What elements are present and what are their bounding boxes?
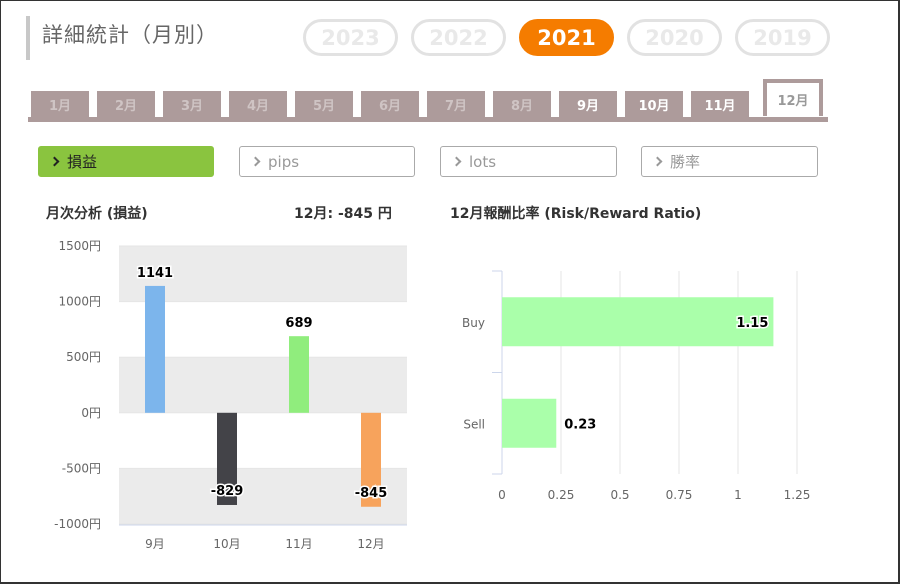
year-tab-2019[interactable]: 2019 [735,19,830,56]
y-tick-label: 500円 [66,350,101,364]
plot-band [119,468,407,524]
month-tabs: 1月 2月 3月 4月 5月 6月 7月 8月 9月 10月 11月 12月 [28,79,828,122]
month-tab-9[interactable]: 9月 [559,91,617,117]
filter-winrate-button[interactable]: 勝率 [641,146,818,177]
filter-label: 損益 [67,153,98,171]
filter-label: lots [469,152,497,171]
plot-band [119,357,407,413]
x-tick-label: 9月 [145,537,165,551]
x-tick-label: 0 [498,488,506,502]
filter-pips-button[interactable]: pips [239,146,415,177]
bar-2 [217,412,237,505]
page-title: 詳細統計（月別） [42,23,218,47]
filter-lots-button[interactable]: lots [440,146,617,177]
year-selector: 2023 2022 2021 2020 2019 [303,19,843,56]
data-label: 689 [285,316,312,331]
month-tabs-baseline [28,117,828,122]
y-tick-label: 1500円 [58,239,101,253]
y-tick-label: -1000円 [54,517,101,531]
y-tick-label: -500円 [62,461,101,475]
month-tab-1[interactable]: 1月 [31,91,89,117]
year-tab-2021[interactable]: 2021 [519,19,614,56]
month-tab-5[interactable]: 5月 [295,91,353,117]
month-tab-7[interactable]: 7月 [427,91,485,117]
y-tick-label: 1000円 [58,295,101,309]
month-tab-4[interactable]: 4月 [229,91,287,117]
x-tick-label: 0.5 [610,488,629,502]
filter-label: 勝率 [670,153,701,171]
x-tick-label: 0.25 [548,488,575,502]
y-category-label: Sell [463,417,485,431]
month-tab-12[interactable]: 12月 [763,79,823,116]
bar-3 [289,336,309,413]
bar-1 [145,285,165,413]
year-tab-2022[interactable]: 2022 [411,19,506,56]
month-tab-6[interactable]: 6月 [361,91,419,117]
month-tab-3[interactable]: 3月 [163,91,221,117]
page-header: 詳細統計（月別） [26,16,218,60]
monthly-chart-title: 月次分析 (損益) [46,206,148,222]
x-tick-label: 1 [734,488,742,502]
bar-sell [502,398,557,448]
x-tick-label: 1.25 [784,488,811,502]
year-tab-2023[interactable]: 2023 [303,19,398,56]
x-tick-label: 0.75 [666,488,693,502]
x-tick-label: 10月 [213,537,240,551]
month-tab-10[interactable]: 10月 [625,91,683,117]
monthly-summary: 12月: -845 円 [294,206,392,222]
y-tick-label: 0円 [81,406,101,420]
filter-profit-button[interactable]: 損益 [38,146,214,177]
data-label: 0.23 [564,417,596,432]
ratio-chart-title: 12月報酬比率 (Risk/Reward Ratio) [450,206,702,222]
x-tick-label: 12月 [357,537,384,551]
y-category-label: Buy [462,316,485,330]
data-label: 1141 [137,266,173,281]
plot-band [119,246,407,302]
year-tab-2020[interactable]: 2020 [627,19,722,56]
data-label: 1.15 [736,316,768,331]
data-label: -845 [355,486,388,501]
month-tab-8[interactable]: 8月 [493,91,551,117]
bar-buy [502,297,774,347]
filter-label: pips [268,152,300,171]
x-tick-label: 11月 [285,537,312,551]
data-label: -829 [211,484,244,499]
month-tab-2[interactable]: 2月 [97,91,155,117]
bar-4 [361,412,381,507]
month-tab-11[interactable]: 11月 [691,91,749,117]
